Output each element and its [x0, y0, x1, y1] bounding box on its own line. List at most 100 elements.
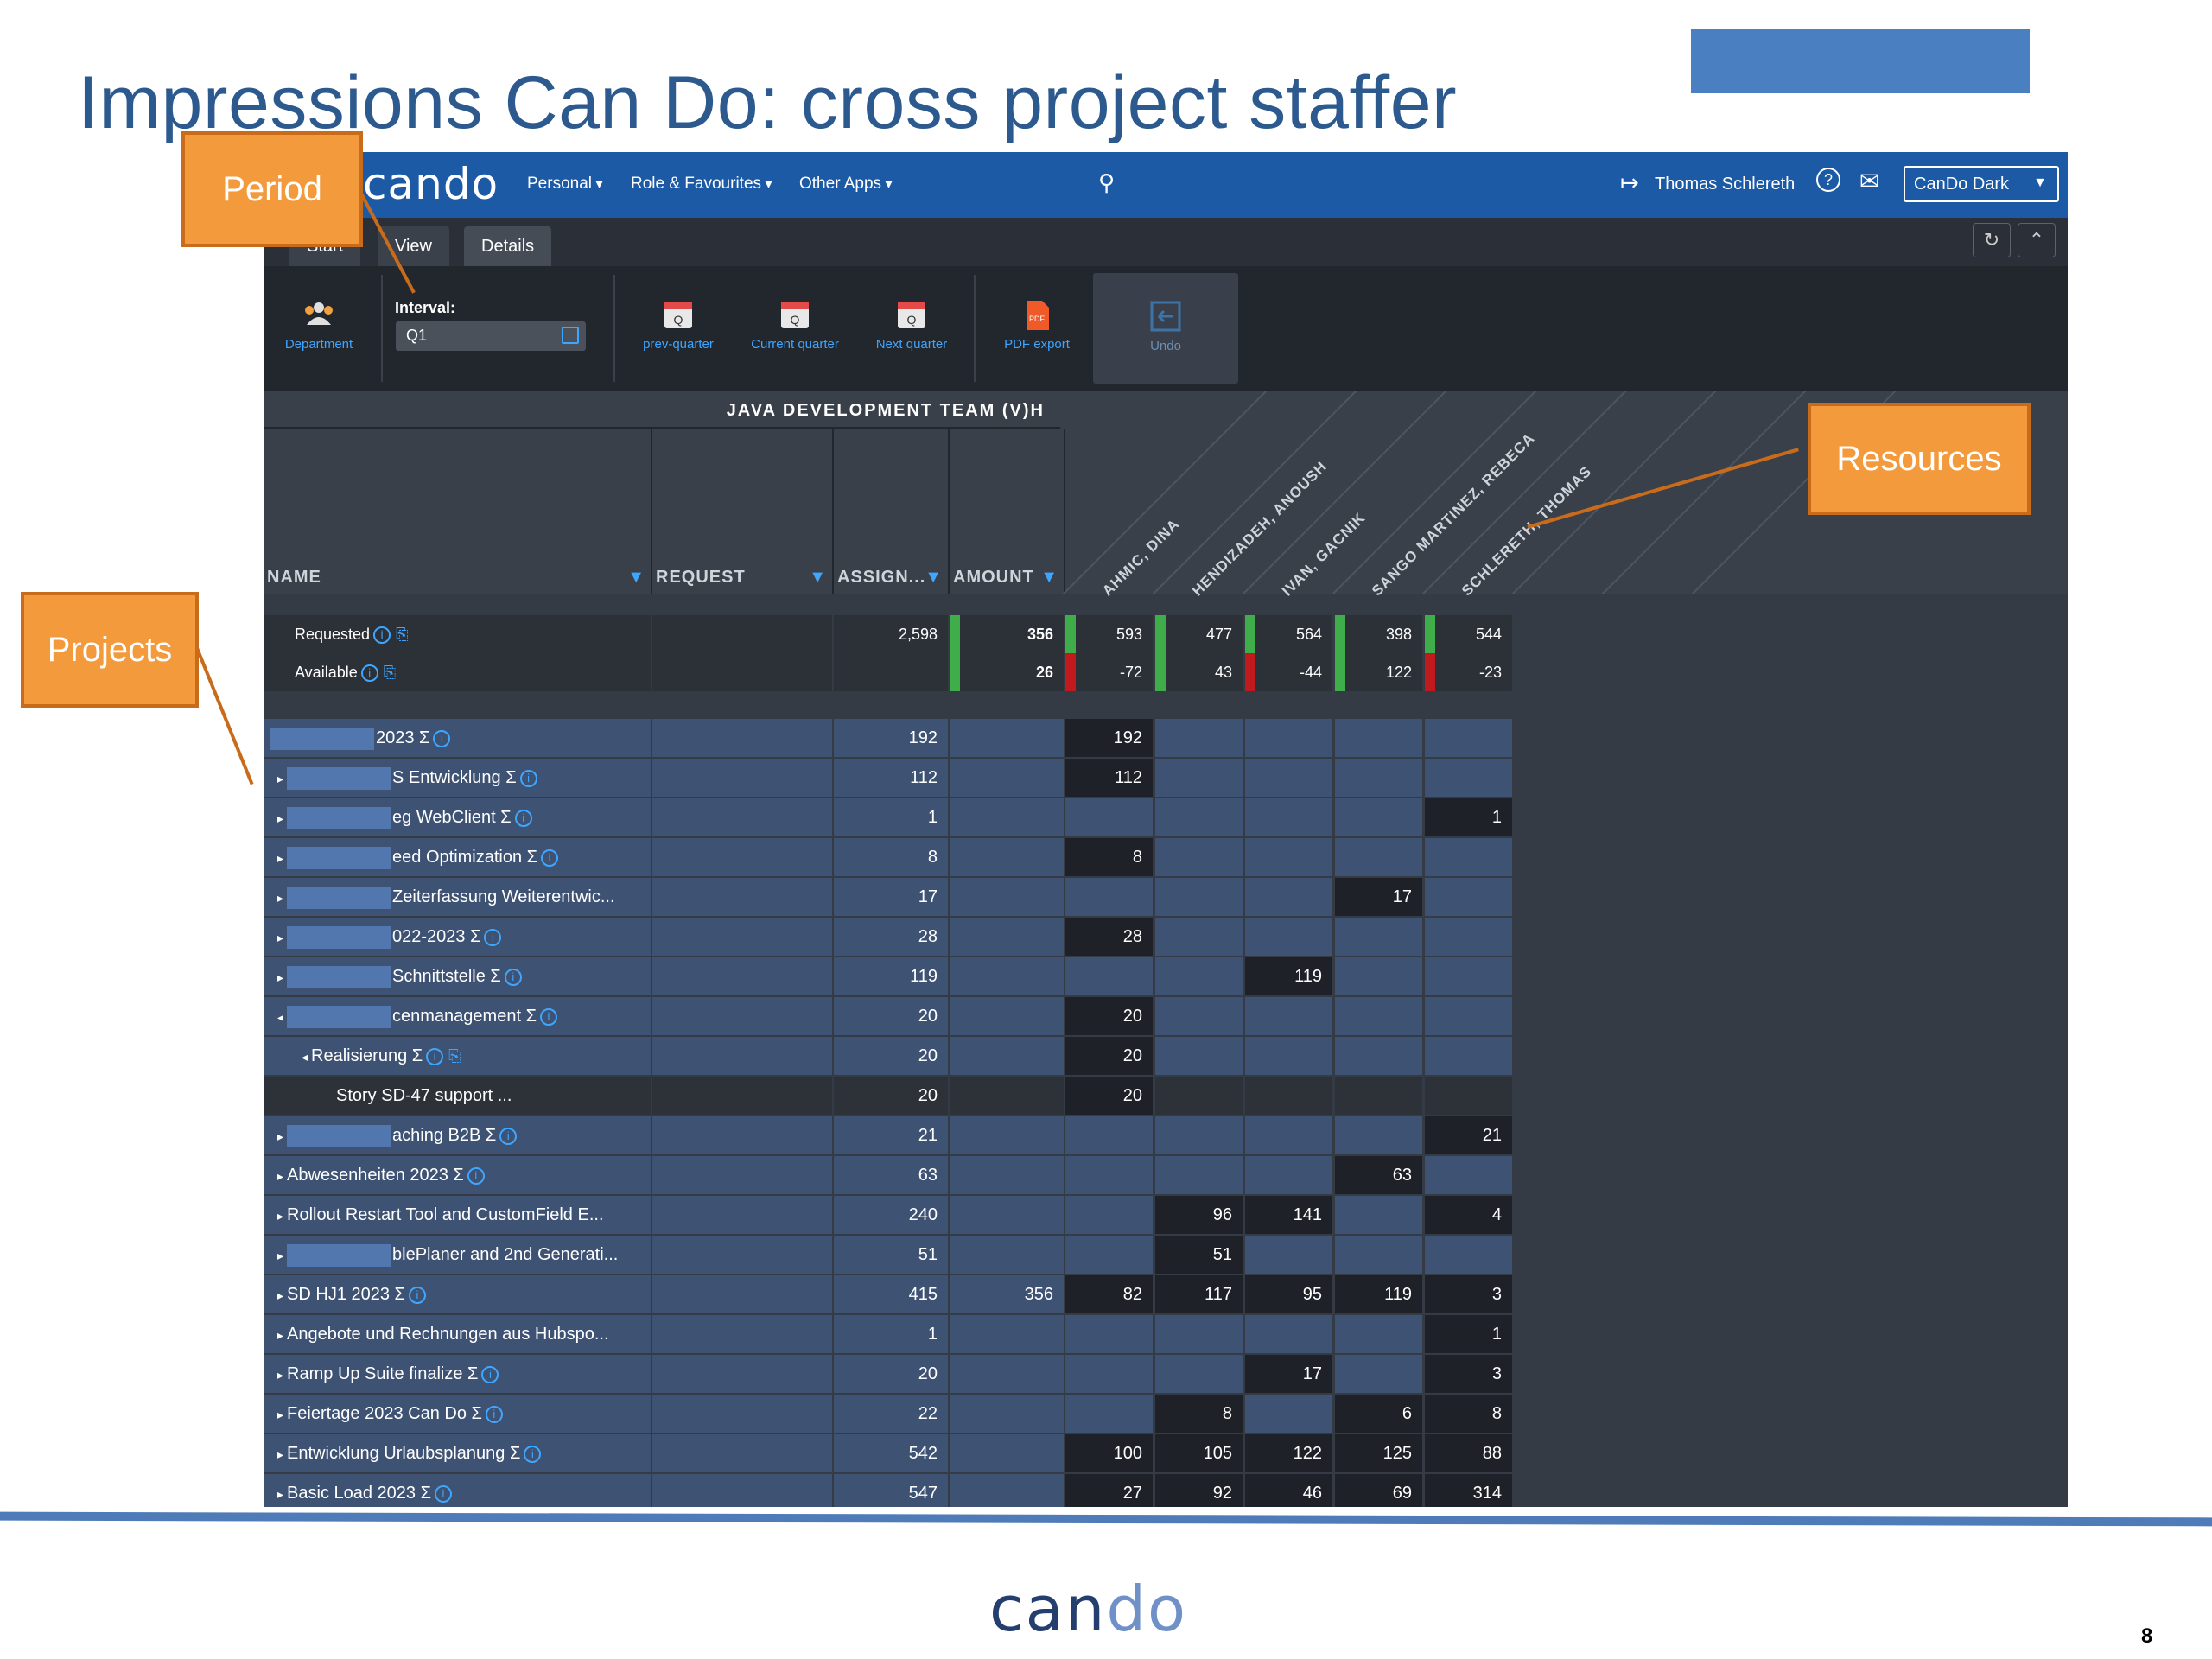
info-icon[interactable]: i: [539, 1007, 557, 1026]
resource-allocation-cell[interactable]: 100: [1065, 1434, 1153, 1472]
resource-allocation-cell[interactable]: [1065, 1355, 1153, 1393]
filter-icon[interactable]: ▼: [1040, 568, 1058, 587]
resource-allocation-cell[interactable]: 17: [1245, 1355, 1332, 1393]
resource-allocation-cell[interactable]: [1245, 1037, 1332, 1075]
expand-icon[interactable]: ▸: [277, 1169, 284, 1183]
resource-allocation-cell[interactable]: [1245, 759, 1332, 797]
resource-allocation-cell[interactable]: 125: [1335, 1434, 1422, 1472]
resource-allocation-cell[interactable]: [1245, 918, 1332, 956]
project-name-cell[interactable]: ▸ Zeiterfassung Weiterentwic...: [264, 878, 651, 916]
resource-allocation-cell[interactable]: 63: [1335, 1156, 1422, 1194]
expand-icon[interactable]: ▸: [277, 811, 284, 825]
project-name-cell[interactable]: ▸ Angebote und Rechnungen aus Hubspo...: [264, 1315, 651, 1353]
column-name[interactable]: NAME ▼: [264, 429, 652, 594]
resource-allocation-cell[interactable]: [1335, 997, 1422, 1035]
info-icon[interactable]: i: [360, 664, 378, 683]
mail-icon[interactable]: ✉: [1859, 168, 1880, 194]
expand-icon[interactable]: ▸: [277, 1209, 284, 1223]
info-icon[interactable]: i: [481, 1365, 499, 1383]
expand-icon[interactable]: ▸: [277, 851, 284, 865]
resource-allocation-cell[interactable]: [1425, 957, 1512, 995]
resource-allocation-cell[interactable]: [1155, 957, 1243, 995]
resource-allocation-cell[interactable]: 46: [1245, 1474, 1332, 1507]
resource-allocation-cell[interactable]: 119: [1335, 1275, 1422, 1313]
current-quarter-button[interactable]: Q Current quarter: [747, 297, 842, 352]
resource-allocation-cell[interactable]: 314: [1425, 1474, 1512, 1507]
resource-allocation-cell[interactable]: [1335, 1196, 1422, 1234]
resource-allocation-cell[interactable]: 92: [1155, 1474, 1243, 1507]
resource-allocation-cell[interactable]: [1425, 1236, 1512, 1274]
refresh-icon[interactable]: ↻: [1973, 223, 2011, 257]
expand-icon[interactable]: ▸: [277, 1487, 284, 1501]
resource-allocation-cell[interactable]: [1065, 1156, 1153, 1194]
resource-allocation-cell[interactable]: [1245, 1077, 1332, 1115]
theme-select[interactable]: CanDo Dark ▼: [1904, 166, 2059, 202]
info-icon[interactable]: i: [433, 729, 451, 747]
resource-allocation-cell[interactable]: 95: [1245, 1275, 1332, 1313]
resource-allocation-cell[interactable]: 192: [1065, 719, 1153, 757]
nav-other-apps[interactable]: Other Apps: [799, 175, 893, 194]
attachment-icon[interactable]: ⎘: [396, 626, 409, 643]
filter-icon[interactable]: ▼: [627, 568, 645, 587]
resource-allocation-cell[interactable]: [1155, 719, 1243, 757]
resource-allocation-cell[interactable]: [1155, 759, 1243, 797]
project-row[interactable]: ▸ blePlaner and 2nd Generati... 51 51: [264, 1236, 1512, 1275]
project-row[interactable]: ▸ Angebote und Rechnungen aus Hubspo... 1 1: [264, 1315, 1512, 1355]
resource-allocation-cell[interactable]: 28: [1065, 918, 1153, 956]
project-row[interactable]: ▸ Zeiterfassung Weiterentwic... 17 17: [264, 878, 1512, 918]
resource-allocation-cell[interactable]: 117: [1155, 1275, 1243, 1313]
resource-allocation-cell[interactable]: 112: [1065, 759, 1153, 797]
resource-allocation-cell[interactable]: [1335, 1315, 1422, 1353]
pdf-export-button[interactable]: PDF PDF export: [989, 297, 1084, 352]
resource-allocation-cell[interactable]: [1065, 878, 1153, 916]
resource-allocation-cell[interactable]: [1155, 878, 1243, 916]
resource-allocation-cell[interactable]: [1335, 759, 1422, 797]
resource-allocation-cell[interactable]: [1065, 1236, 1153, 1274]
resource-allocation-cell[interactable]: [1245, 1315, 1332, 1353]
info-icon[interactable]: i: [467, 1166, 485, 1185]
expand-icon[interactable]: ▸: [277, 931, 284, 944]
expand-icon[interactable]: ▸: [277, 1328, 284, 1342]
resource-allocation-cell[interactable]: 27: [1065, 1474, 1153, 1507]
resource-allocation-cell[interactable]: [1155, 997, 1243, 1035]
nav-personal[interactable]: Personal: [527, 175, 602, 194]
resource-allocation-cell[interactable]: [1425, 719, 1512, 757]
project-row[interactable]: Story SD-47 support ... 20 20: [264, 1077, 1512, 1116]
resource-allocation-cell[interactable]: [1065, 1196, 1153, 1234]
resource-allocation-cell[interactable]: [1155, 918, 1243, 956]
resource-allocation-cell[interactable]: [1335, 798, 1422, 836]
resource-allocation-cell[interactable]: [1335, 719, 1422, 757]
info-icon[interactable]: i: [519, 769, 537, 787]
info-icon[interactable]: i: [373, 626, 391, 645]
resource-allocation-cell[interactable]: 82: [1065, 1275, 1153, 1313]
resource-allocation-cell[interactable]: [1065, 1395, 1153, 1433]
undo-button[interactable]: Undo: [1093, 273, 1238, 384]
resource-allocation-cell[interactable]: [1425, 1037, 1512, 1075]
filter-icon[interactable]: ▼: [809, 568, 827, 587]
resource-allocation-cell[interactable]: 141: [1245, 1196, 1332, 1234]
expand-icon[interactable]: ▸: [277, 1368, 284, 1382]
nav-role-favourites[interactable]: Role & Favourites: [631, 175, 772, 194]
app-logo[interactable]: cando: [363, 159, 499, 209]
resource-allocation-cell[interactable]: [1245, 719, 1332, 757]
resource-allocation-cell[interactable]: 6: [1335, 1395, 1422, 1433]
expand-icon[interactable]: ▸: [277, 1249, 284, 1262]
column-request[interactable]: REQUEST ▼: [652, 429, 834, 594]
info-icon[interactable]: i: [426, 1047, 444, 1065]
resource-allocation-cell[interactable]: [1425, 1156, 1512, 1194]
resource-allocation-cell[interactable]: [1155, 1116, 1243, 1154]
resource-allocation-cell[interactable]: [1425, 878, 1512, 916]
department-button[interactable]: Department: [281, 297, 357, 352]
